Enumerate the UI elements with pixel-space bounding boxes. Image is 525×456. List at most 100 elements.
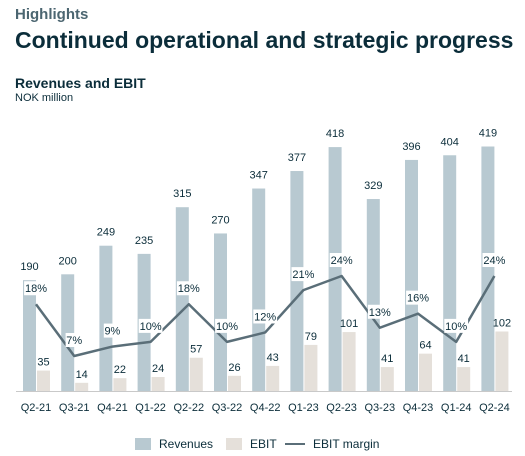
ebit-margin-label: 12% (254, 311, 276, 323)
ebit-bar (342, 332, 356, 391)
chart-legend: Revenues EBIT EBIT margin (0, 437, 525, 451)
ebit-margin-label: 24% (483, 255, 505, 267)
ebit-bar (75, 382, 89, 391)
ebit-margin-label: 21% (292, 269, 314, 281)
ebit-margin-label-bg (103, 323, 121, 338)
ebit-value-label: 24 (152, 363, 164, 375)
legend-label-revenues: Revenues (159, 437, 214, 451)
legend-label-ebit: EBIT (250, 437, 277, 451)
ebit-value-label: 64 (419, 340, 431, 352)
revenue-bar (405, 159, 418, 391)
ebit-margin-label-bg (65, 333, 83, 347)
ebit-margin-label: 16% (407, 293, 429, 305)
ebit-margin-label: 7% (66, 335, 82, 347)
ebit-margin-line (34, 274, 496, 358)
x-tick-label: Q4-21 (97, 402, 128, 414)
ebit-bar (113, 378, 127, 391)
ebit-bar (457, 367, 471, 391)
revenue-bar (443, 155, 457, 391)
ebit-bar (151, 376, 165, 391)
revenue-value-label: 396 (402, 141, 420, 153)
x-tick-label: Q2-22 (174, 402, 205, 414)
revenue-bar (328, 147, 342, 391)
revenue-value-label: 200 (59, 255, 77, 267)
ebit-value-label: 101 (340, 318, 358, 330)
ebit-value-label: 14 (76, 369, 88, 381)
legend-swatch-revenues (135, 438, 151, 450)
revenue-value-label: 270 (211, 214, 229, 226)
revenue-bar (99, 245, 113, 391)
x-tick-label: Q1-24 (441, 402, 472, 414)
ebit-value-label: 41 (458, 353, 470, 365)
revenue-bar (366, 199, 380, 391)
revenue-value-label: 249 (97, 227, 115, 239)
ebit-margin-label-bg (291, 267, 316, 282)
ebit-value-label: 102 (493, 317, 511, 329)
x-tick-label: Q4-23 (403, 402, 434, 414)
ebit-margin-label-bg (253, 309, 278, 324)
ebit-margin-label: 18% (178, 283, 200, 295)
section-label: Highlights (15, 6, 89, 23)
revenue-bar (175, 207, 189, 391)
legend-swatch-ebit-margin (285, 443, 305, 445)
chart-title: Revenues and EBIT (15, 75, 146, 91)
ebit-bar (380, 367, 394, 391)
revenue-value-label: 329 (364, 180, 382, 192)
ebit-bar (495, 331, 509, 391)
legend-swatch-ebit (226, 438, 242, 450)
ebit-margin-label-bg (329, 253, 354, 267)
ebit-value-label: 43 (267, 352, 279, 364)
revenue-value-label: 235 (135, 235, 153, 247)
x-tick-label: Q2-23 (326, 402, 357, 414)
x-tick-label: Q3-21 (59, 402, 90, 414)
ebit-margin-label: 24% (331, 255, 353, 267)
ebit-value-label: 79 (305, 331, 317, 343)
ebit-margin-label: 10% (445, 321, 467, 333)
x-tick-label: Q1-23 (288, 402, 319, 414)
revenue-value-label: 315 (173, 188, 191, 200)
ebit-margin-label-bg (444, 318, 469, 333)
ebit-value-label: 41 (381, 353, 393, 365)
ebit-margin-label-bg (176, 281, 201, 296)
legend-item-ebit-margin: EBIT margin (285, 437, 379, 451)
ebit-margin-label: 10% (216, 321, 238, 333)
ebit-bar (304, 344, 318, 391)
ebit-margin-label: 9% (104, 326, 120, 338)
revenue-value-label: 377 (288, 152, 306, 164)
x-tick-label: Q4-22 (250, 402, 281, 414)
ebit-margin-label: 18% (25, 283, 47, 295)
chart-subtitle: NOK million (15, 92, 74, 104)
ebit-value-label: 35 (37, 357, 49, 369)
revenue-value-label: 404 (441, 136, 459, 148)
ebit-margin-label-bg (367, 304, 392, 319)
ebit-margin-label-bg (138, 318, 163, 333)
x-tick-label: Q1-22 (135, 402, 166, 414)
ebit-margin-label-bg (406, 290, 430, 305)
legend-item-ebit: EBIT (226, 437, 277, 451)
ebit-bar (419, 353, 432, 391)
ebit-margin-label-bg (24, 281, 48, 296)
revenue-bar (252, 188, 266, 391)
x-tick-label: Q3-22 (212, 402, 243, 414)
revenue-value-label: 419 (479, 128, 497, 140)
ebit-value-label: 57 (190, 344, 202, 356)
ebit-margin-label: 10% (140, 321, 162, 333)
revenue-value-label: 418 (326, 128, 344, 140)
x-tick-label: Q3-23 (365, 402, 396, 414)
ebit-margin-label-bg (482, 253, 507, 267)
ebit-margin-label-bg (215, 318, 239, 333)
ebit-margin-label: 13% (369, 307, 391, 319)
revenue-bar (61, 274, 75, 391)
ebit-bar (228, 375, 241, 391)
revenue-bar (214, 233, 227, 391)
ebit-value-label: 22 (114, 364, 126, 376)
ebit-bar (37, 370, 50, 391)
revenue-value-label: 347 (250, 170, 268, 182)
x-tick-label: Q2-21 (21, 402, 52, 414)
ebit-value-label: 26 (228, 362, 240, 374)
ebit-bar (189, 357, 203, 391)
x-tick-label: Q2-24 (479, 402, 510, 414)
revenue-bar (23, 280, 36, 391)
revenue-bar (481, 146, 495, 391)
